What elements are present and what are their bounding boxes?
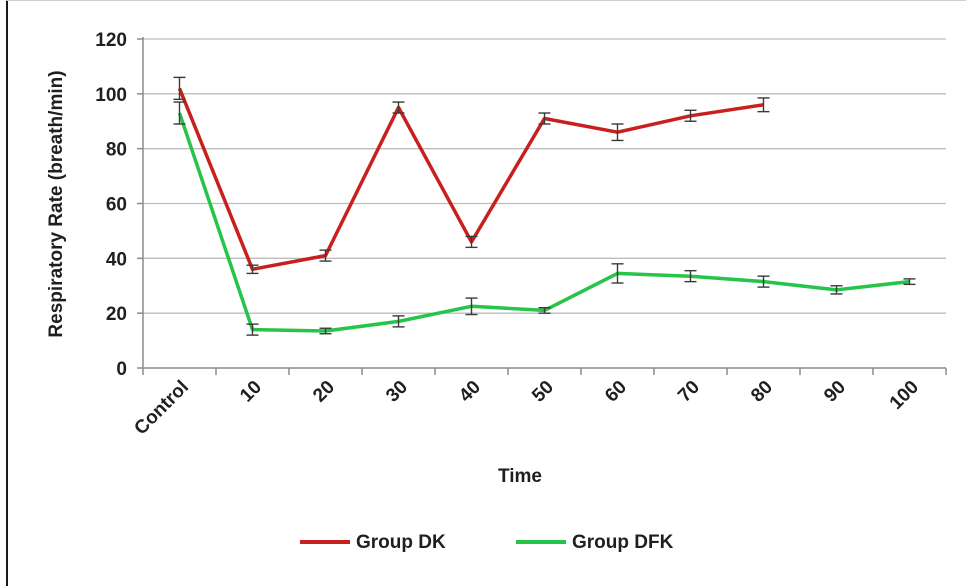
y-tick-label-0: 0 bbox=[116, 359, 127, 380]
axes bbox=[137, 37, 947, 375]
error-bar-group-dk-80 bbox=[757, 97, 770, 113]
error-bar-group-dfk-30 bbox=[392, 315, 405, 328]
error-bar-group-dk-60 bbox=[611, 123, 624, 142]
x-tick-label-80: 80 bbox=[747, 377, 777, 407]
x-tick-labels: Control 10 20 30 40 50 60 70 80 90 100 bbox=[130, 377, 923, 440]
error-bar-group-dk-control bbox=[173, 76, 186, 101]
x-axis-label: Time bbox=[498, 466, 542, 487]
y-tick-label-60: 60 bbox=[106, 195, 127, 216]
y-tick-label-20: 20 bbox=[106, 304, 127, 325]
error-bar-group-dk-10 bbox=[246, 264, 259, 275]
x-tick-label-10: 10 bbox=[236, 377, 266, 407]
error-bar-group-dk-70 bbox=[684, 109, 697, 122]
legend-label-group-dk: Group DK bbox=[356, 532, 446, 553]
error-bar-group-dfk-control bbox=[173, 101, 186, 125]
error-bar-group-dfk-50 bbox=[538, 306, 551, 314]
x-tick-label-50: 50 bbox=[528, 377, 558, 407]
error-bar-group-dfk-40 bbox=[465, 297, 478, 316]
error-bar-group-dfk-10 bbox=[246, 323, 259, 336]
error-bar-group-dk-30 bbox=[392, 101, 405, 114]
error-bar-group-dfk-100 bbox=[903, 278, 916, 286]
x-tick-label-40: 40 bbox=[455, 377, 485, 407]
legend: Group DK Group DFK bbox=[300, 532, 674, 553]
x-tick-label-control: Control bbox=[130, 377, 193, 440]
y-tick-label-40: 40 bbox=[106, 249, 127, 270]
frame-left-border bbox=[6, 0, 8, 586]
error-bar-group-dfk-80 bbox=[757, 275, 770, 288]
x-tick-label-20: 20 bbox=[309, 377, 339, 407]
x-tick-label-100: 100 bbox=[886, 377, 923, 414]
error-bar-group-dfk-60 bbox=[611, 263, 624, 284]
y-tick-labels: 0 20 40 60 80 100 120 bbox=[95, 30, 127, 380]
frame-top-border bbox=[6, 0, 966, 1]
y-tick-label-120: 120 bbox=[95, 30, 127, 51]
x-tick-label-70: 70 bbox=[674, 377, 704, 407]
error-bar-group-dk-20 bbox=[319, 249, 332, 262]
error-bar-group-dk-40 bbox=[465, 235, 478, 249]
y-axis-label: Respiratory Rate (breath/min) bbox=[46, 70, 67, 337]
error-bar-group-dfk-20 bbox=[319, 327, 332, 335]
gridlines bbox=[143, 38, 946, 314]
series-line-group-dfk bbox=[177, 112, 910, 333]
error-bar-group-dfk-70 bbox=[684, 269, 697, 283]
series-lines bbox=[177, 87, 910, 333]
x-tick-label-90: 90 bbox=[820, 377, 850, 407]
error-bar-group-dk-50 bbox=[538, 112, 551, 125]
x-tick-label-30: 30 bbox=[382, 377, 412, 407]
legend-label-group-dfk: Group DFK bbox=[572, 532, 674, 553]
error-bars bbox=[173, 76, 916, 336]
y-tick-label-80: 80 bbox=[106, 140, 127, 161]
y-tick-label-100: 100 bbox=[95, 85, 127, 106]
error-bar-group-dfk-90 bbox=[830, 285, 843, 295]
x-tick-label-60: 60 bbox=[601, 377, 631, 407]
